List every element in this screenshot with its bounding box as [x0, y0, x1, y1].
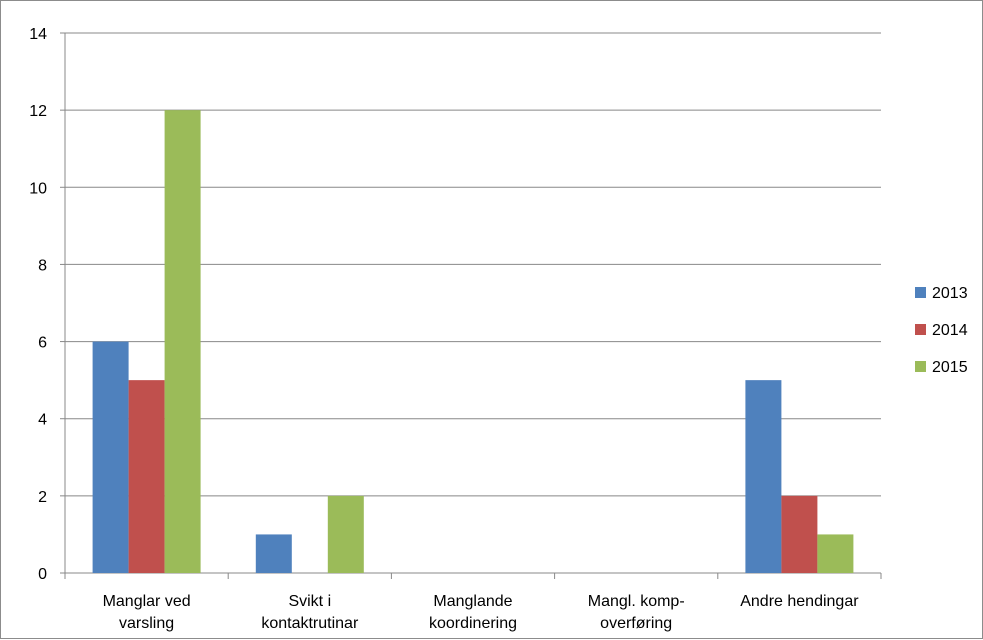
x-category-label: koordinering	[429, 615, 517, 632]
y-tick-label: 10	[29, 180, 47, 197]
x-category-label: Andre hendingar	[740, 593, 859, 610]
legend-label: 2015	[932, 359, 968, 376]
y-tick-label: 0	[38, 566, 47, 583]
legend-label: 2013	[932, 285, 968, 302]
legend-swatch-2015	[915, 361, 926, 372]
bar-2014	[128, 380, 165, 573]
x-category-label: varsling	[119, 615, 174, 632]
y-tick-label: 2	[38, 489, 47, 506]
y-tick-label: 6	[38, 335, 47, 352]
x-category-label: kontaktrutinar	[261, 615, 359, 632]
bar-2014	[781, 495, 818, 573]
bar-2013	[92, 341, 129, 573]
bar-2013	[255, 534, 292, 573]
y-tick-label: 14	[29, 26, 47, 43]
x-category-label: overføring	[600, 615, 672, 632]
legend-swatch-2013	[915, 287, 926, 298]
legend-label: 2014	[932, 322, 968, 339]
y-tick-label: 4	[38, 412, 47, 429]
bar-2013	[745, 380, 782, 573]
x-category-label: Manglande	[433, 593, 512, 610]
bar-2015	[817, 534, 854, 573]
bar-2015	[164, 110, 201, 574]
y-tick-label: 12	[29, 103, 47, 120]
y-tick-label: 8	[38, 257, 47, 274]
x-category-label: Mangl. komp-	[588, 593, 685, 610]
bar-2015	[327, 495, 364, 573]
x-category-label: Svikt i	[288, 593, 331, 610]
legend-swatch-2014	[915, 324, 926, 335]
x-category-label: Manglar ved	[103, 593, 191, 610]
